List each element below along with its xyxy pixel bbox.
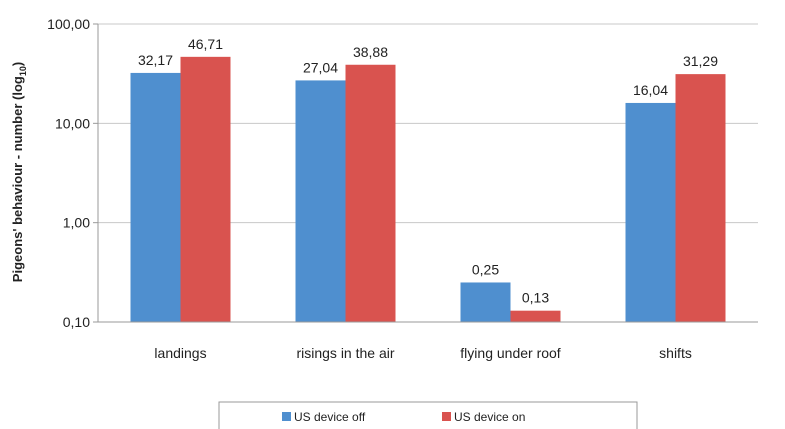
bar-off-1 bbox=[295, 80, 346, 322]
category-label: risings in the air bbox=[296, 345, 394, 361]
bar-on-2 bbox=[510, 310, 561, 322]
legend-label-off: US device off bbox=[294, 410, 366, 424]
y-tick-label: 100,00 bbox=[47, 16, 90, 32]
y-tick-label: 1,00 bbox=[63, 215, 90, 231]
y-tick-label: 0,10 bbox=[63, 314, 90, 330]
y-axis-label: Pigeons' behaviour - number (log10) bbox=[10, 62, 28, 282]
category-label: landings bbox=[154, 345, 206, 361]
data-label: 0,25 bbox=[472, 261, 499, 277]
data-label: 31,29 bbox=[683, 53, 718, 69]
bar-off-3 bbox=[625, 102, 676, 322]
x-axis-categories: landings risings in the air flying under r… bbox=[154, 345, 691, 361]
bar-on-1 bbox=[345, 64, 396, 323]
data-label: 0,13 bbox=[522, 290, 549, 306]
y-axis-label-close: ) bbox=[10, 62, 25, 66]
data-label: 38,88 bbox=[353, 44, 388, 60]
data-labels: 32,17 46,71 27,04 38,88 0,25 0,13 16,04 31,29 bbox=[138, 36, 718, 306]
bar-off-2 bbox=[460, 282, 511, 322]
category-label: shifts bbox=[659, 345, 692, 361]
y-tick-label: 10,00 bbox=[55, 115, 90, 131]
y-axis-label-subscript: 10 bbox=[18, 66, 28, 76]
y-axis-ticks: 100,00 10,00 1,00 0,10 bbox=[47, 16, 98, 330]
data-label: 27,04 bbox=[303, 59, 338, 75]
bars bbox=[130, 56, 726, 323]
category-label: flying under roof bbox=[460, 345, 561, 361]
legend: US device off US device on bbox=[218, 401, 638, 429]
data-label: 46,71 bbox=[188, 36, 223, 52]
legend-label-on: US device on bbox=[454, 410, 525, 424]
legend-swatch-on bbox=[442, 412, 451, 421]
legend-swatch-off bbox=[282, 412, 291, 421]
bar-off-0 bbox=[130, 72, 181, 322]
data-label: 32,17 bbox=[138, 52, 173, 68]
legend-frame bbox=[218, 401, 638, 429]
bar-on-0 bbox=[180, 56, 231, 322]
bar-on-3 bbox=[675, 74, 726, 322]
data-label: 16,04 bbox=[633, 82, 668, 98]
